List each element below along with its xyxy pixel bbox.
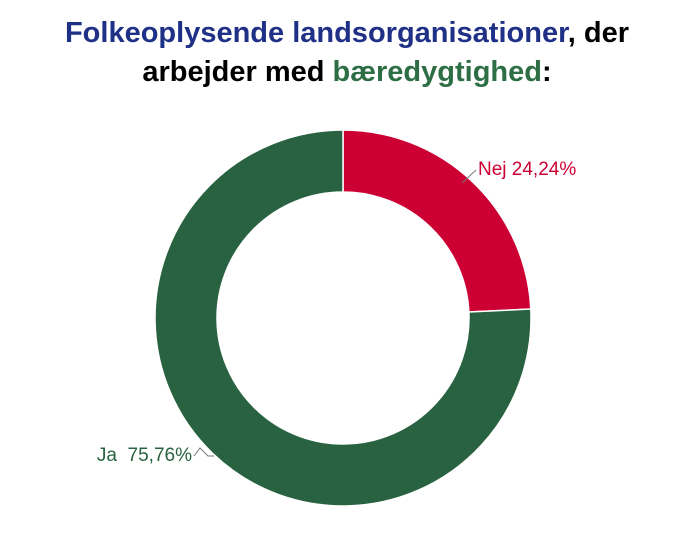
leader-line-ja <box>193 447 214 457</box>
title-text: arbejder med <box>142 56 333 88</box>
chart-title: Folkeoplysende landsorganisationer, der … <box>0 14 694 92</box>
slice-ja <box>154 129 532 507</box>
leader-line-nej <box>461 169 477 184</box>
title-highlight-organisations: Folkeoplysende landsorganisationer <box>64 17 568 49</box>
donut-slices <box>154 129 532 507</box>
title-highlight-sustainability: bæredygtighed <box>332 56 542 88</box>
title-line-1: Folkeoplysende landsorganisationer, der <box>0 14 694 53</box>
title-text: , der <box>567 17 630 49</box>
title-line-2: arbejder med bæredygtighed: <box>0 53 694 92</box>
title-text: : <box>541 56 552 88</box>
data-label-nej: Nej 24,24% <box>478 159 576 180</box>
donut-labels: Nej 24,24% Ja 75,76% <box>97 159 576 466</box>
slice-nej <box>342 129 532 313</box>
data-label-ja: Ja 75,76% <box>97 445 192 466</box>
